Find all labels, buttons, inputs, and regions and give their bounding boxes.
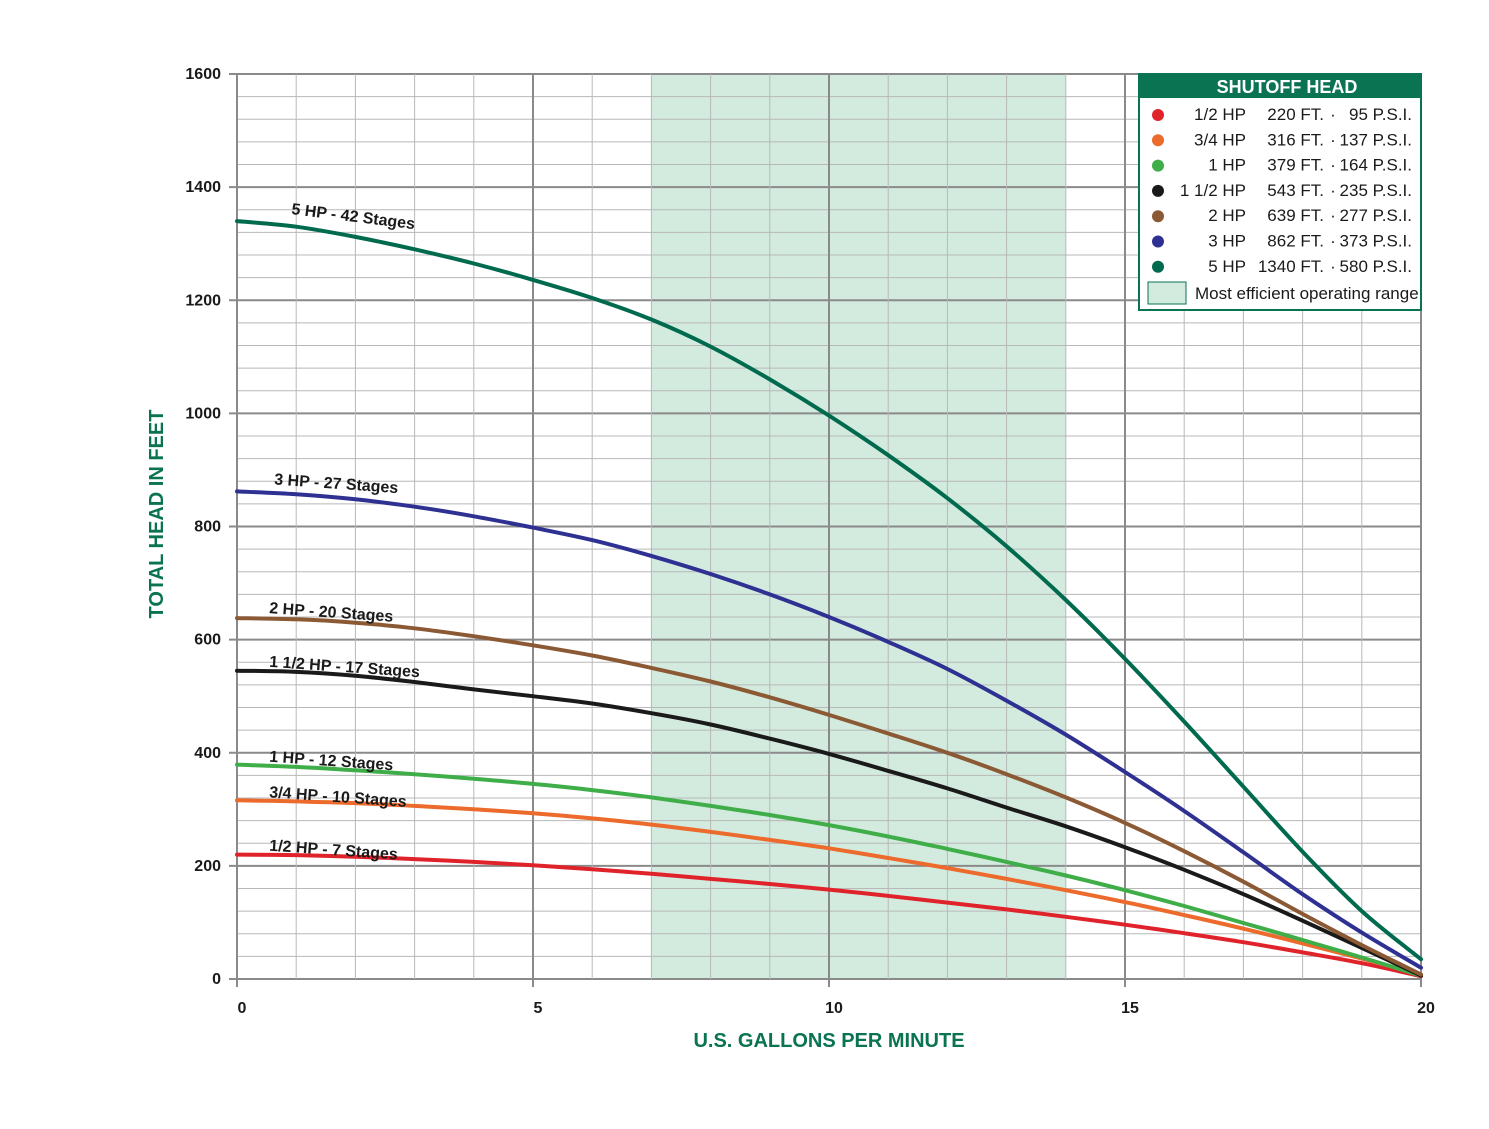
x-tick-label: 0: [238, 1000, 247, 1017]
legend-feet: 543 FT.: [1267, 181, 1324, 200]
legend-marker: [1152, 260, 1164, 273]
legend-psi: 277 P.S.I.: [1340, 206, 1412, 225]
y-tick-label: 800: [194, 519, 221, 536]
legend-hp: 3/4 HP: [1194, 130, 1246, 149]
x-tick-label: 5: [534, 1000, 543, 1017]
curves: [235, 219, 1423, 979]
series-line: [235, 616, 1423, 977]
y-tick-label: 200: [194, 858, 221, 875]
legend-feet: 862 FT.: [1267, 232, 1324, 251]
legend-box: [1138, 73, 1422, 311]
legend-separator: ·: [1330, 206, 1336, 225]
legend-psi: 580 P.S.I.: [1340, 257, 1412, 276]
legend-psi: 95 P.S.I.: [1349, 105, 1412, 124]
series-line: [235, 798, 1423, 977]
x-tick-label: 15: [1121, 1000, 1139, 1017]
legend-separator: ·: [1330, 130, 1336, 149]
series-line: [235, 219, 1423, 962]
series-line: [235, 852, 1423, 979]
legend-psi: 137 P.S.I.: [1340, 130, 1412, 149]
legend-hp: 1 HP: [1208, 156, 1246, 175]
legend-psi: 235 P.S.I.: [1340, 181, 1412, 200]
x-axis-title: U.S. GALLONS PER MINUTE: [693, 1030, 964, 1052]
legend-marker: [1152, 109, 1164, 121]
legend-marker: [1152, 184, 1164, 197]
legend-separator: ·: [1330, 105, 1336, 124]
y-tick-label: 1200: [185, 292, 221, 309]
legend: SHUTOFF HEAD 1/2 HP 220 FT. · 95 P.S.I. 3/4 …: [1138, 73, 1422, 311]
y-tick-label: 1000: [185, 405, 221, 422]
legend-header: [1139, 74, 1421, 98]
legend-marker: [1152, 134, 1164, 147]
legend-range-swatch: [1147, 281, 1187, 305]
legend-separator: ·: [1330, 232, 1336, 251]
series-line: [235, 762, 1423, 978]
legend-marker: [1152, 235, 1164, 248]
legend-psi: 373 P.S.I.: [1340, 232, 1412, 251]
legend-hp: 5 HP: [1208, 257, 1246, 276]
x-tick-label: 20: [1417, 1000, 1435, 1017]
legend-separator: ·: [1330, 156, 1336, 175]
legend-feet: 220 FT.: [1267, 105, 1324, 124]
legend-hp: 1 1/2 HP: [1180, 181, 1246, 200]
legend-feet: 379 FT.: [1267, 156, 1324, 175]
legend-hp: 3 HP: [1208, 232, 1246, 251]
legend-hp: 1/2 HP: [1194, 105, 1246, 124]
series-label: 1/2 HP - 7 Stages: [269, 838, 399, 864]
y-tick-label: 600: [194, 632, 221, 649]
legend-separator: ·: [1330, 181, 1336, 200]
x-tick-label: 10: [825, 1000, 843, 1017]
legend-feet: 316 FT.: [1267, 130, 1324, 149]
legend-hp: 2 HP: [1208, 206, 1246, 225]
y-tick-label: 400: [194, 745, 221, 762]
legend-title: SHUTOFF HEAD: [1217, 77, 1358, 97]
y-tick-label: 0: [212, 971, 221, 988]
series-line: [235, 489, 1423, 970]
legend-feet: 1340 FT.: [1258, 257, 1324, 276]
legend-feet: 639 FT.: [1267, 206, 1324, 225]
legend-marker: [1152, 210, 1164, 223]
legend-separator: ·: [1330, 257, 1336, 276]
series-label: 1 1/2 HP - 17 Stages: [269, 654, 421, 681]
legend-range-label: Most efficient operating range: [1195, 284, 1419, 303]
series-label: 3/4 HP - 10 Stages: [269, 784, 408, 811]
y-axis-title: TOTAL HEAD IN FEET: [146, 410, 168, 619]
legend-marker: [1152, 159, 1164, 172]
series-line: [235, 668, 1423, 978]
legend-psi: 164 P.S.I.: [1340, 156, 1412, 175]
y-tick-label: 1400: [185, 179, 221, 196]
y-tick-label: 1600: [185, 66, 221, 83]
